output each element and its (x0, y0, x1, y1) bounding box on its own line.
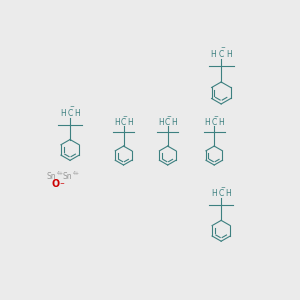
Text: H: H (226, 50, 232, 58)
Text: H: H (60, 109, 65, 118)
Text: C: C (165, 118, 170, 127)
Text: Sn: Sn (47, 172, 56, 181)
Text: O: O (52, 179, 60, 189)
Text: H: H (158, 118, 164, 127)
Text: H: H (128, 118, 133, 127)
Text: H: H (114, 118, 120, 127)
Text: −: − (213, 113, 218, 118)
Text: C: C (218, 189, 224, 198)
Text: −: − (60, 180, 65, 185)
Text: H: H (211, 189, 217, 198)
Text: 4+: 4+ (72, 171, 80, 176)
Text: H: H (172, 118, 177, 127)
Text: −: − (167, 113, 171, 118)
Text: −: − (122, 113, 127, 118)
Text: C: C (212, 118, 217, 127)
Text: H: H (75, 109, 80, 118)
Text: −: − (69, 103, 74, 109)
Text: −: − (220, 184, 225, 190)
Text: C: C (121, 118, 126, 127)
Text: H: H (226, 189, 232, 198)
Text: C: C (68, 109, 73, 118)
Text: Sn: Sn (63, 172, 72, 181)
Text: H: H (218, 118, 224, 127)
Text: C: C (218, 50, 224, 58)
Text: H: H (205, 118, 210, 127)
Text: 4+: 4+ (57, 171, 64, 176)
Text: H: H (211, 50, 216, 58)
Text: −: − (220, 44, 225, 49)
